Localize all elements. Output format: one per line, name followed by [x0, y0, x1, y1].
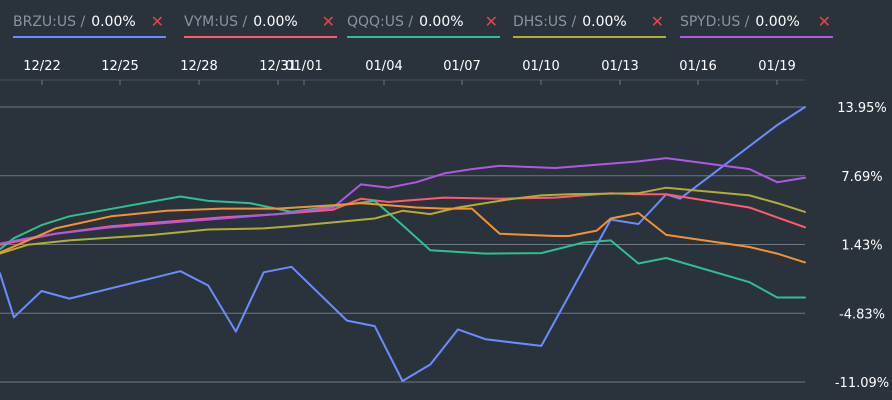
series-line-dhs-us[interactable]	[0, 186, 806, 255]
x-tick-label: 01/13	[601, 59, 638, 74]
legend-item-vym[interactable]: VYM:US / 0.00% ✕	[184, 10, 337, 38]
close-x-icon[interactable]: ✕	[321, 12, 335, 31]
x-tick-label: 01/01	[285, 59, 322, 74]
x-tick-label: 12/31	[259, 59, 296, 74]
series-line-brzu-us[interactable]	[0, 106, 806, 382]
x-tick-label: 12/28	[180, 59, 217, 74]
x-tick-label: 01/07	[443, 59, 480, 74]
legend-symbol: SPYD:US /	[680, 14, 750, 30]
legend-item-spyd[interactable]: SPYD:US / 0.00% ✕	[680, 10, 833, 38]
legend-symbol: QQQ:US /	[347, 14, 414, 30]
series-line-vym-us[interactable]	[0, 192, 806, 246]
x-tick-label: 01/16	[679, 59, 716, 74]
x-tick-label: 01/04	[365, 59, 402, 74]
legend-value: 0.00%	[419, 14, 464, 30]
close-x-icon[interactable]: ✕	[150, 12, 164, 31]
y-tick-label: 7.69%	[841, 170, 882, 185]
y-tick-label: -4.83%	[839, 307, 885, 322]
close-x-icon[interactable]: ✕	[484, 12, 498, 31]
x-tick-label: 01/19	[758, 59, 795, 74]
x-tick-label: 01/10	[522, 59, 559, 74]
y-tick-label: 1.43%	[841, 239, 882, 254]
legend-item-qqq[interactable]: QQQ:US / 0.00% ✕	[347, 10, 500, 38]
legend-value: 0.00%	[253, 14, 298, 30]
legend: BRZU:US / 0.00% ✕ VYM:US / 0.00% ✕ QQQ:US …	[0, 0, 892, 42]
y-tick-label: -11.09%	[835, 376, 889, 391]
x-tick-label: 12/25	[101, 59, 138, 74]
close-x-icon[interactable]: ✕	[650, 12, 664, 31]
legend-value: 0.00%	[91, 14, 136, 30]
legend-symbol: VYM:US /	[184, 14, 248, 30]
series-line-qqq-us[interactable]	[0, 195, 806, 299]
series-line-orange[interactable]	[0, 202, 806, 264]
legend-item-brzu[interactable]: BRZU:US / 0.00% ✕	[13, 10, 166, 38]
legend-value: 0.00%	[755, 14, 800, 30]
y-tick-label: 13.95%	[837, 101, 887, 116]
close-x-icon[interactable]: ✕	[817, 12, 831, 31]
legend-value: 0.00%	[582, 14, 627, 30]
legend-symbol: BRZU:US /	[13, 14, 86, 30]
series-line-spyd-us[interactable]	[0, 157, 806, 245]
legend-item-dhs[interactable]: DHS:US / 0.00% ✕	[513, 10, 666, 38]
x-tick-label: 12/22	[23, 59, 60, 74]
legend-symbol: DHS:US /	[513, 14, 577, 30]
